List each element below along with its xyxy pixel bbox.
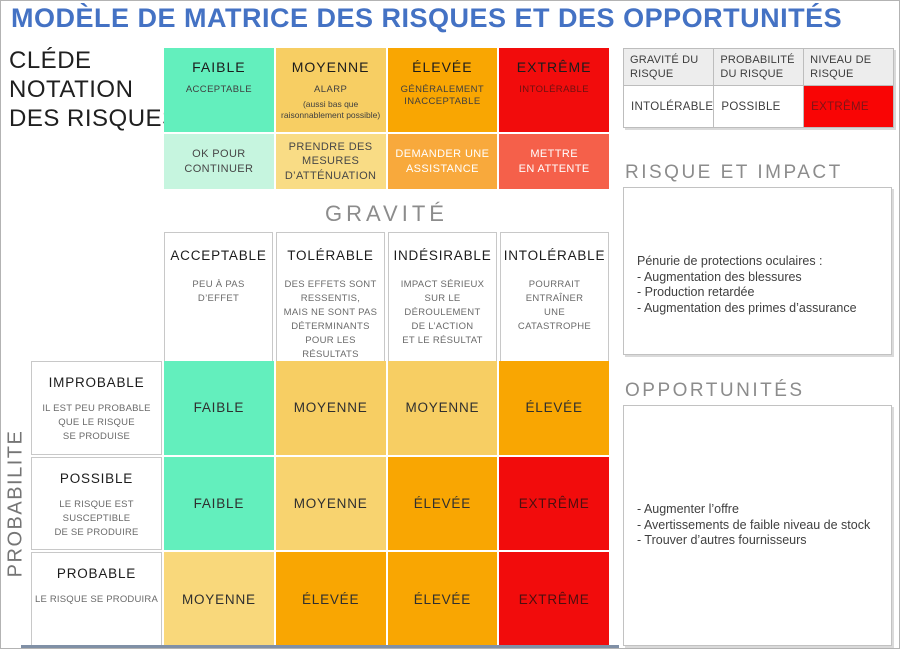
opportunity-item: - Augmenter l’offre: [637, 502, 739, 516]
severity-desc: DES EFFETS SONT RESSENTIS, MAIS NE SONT …: [283, 279, 378, 360]
summary-value-gravite[interactable]: INTOLÉRABLE: [624, 86, 714, 127]
severity-desc: POURRAIT ENTRAÎNER UNE CATASTROPHE: [517, 279, 592, 332]
legend-action-elevee: DEMANDER UNE ASSISTANCE: [387, 134, 498, 189]
legend-level-extreme: EXTRÊME INTOLÉRABLE: [499, 48, 609, 132]
risk-key-heading: CLÉDE NOTATION DES RISQUES: [9, 47, 179, 132]
probability-row-title: POSSIBLE: [59, 470, 134, 486]
legend-level-note: (aussi bas que raisonnablement possible): [281, 99, 381, 120]
footer-accent-bar: [21, 645, 619, 648]
opportunities-heading: OPPORTUNITÉS: [625, 380, 805, 401]
probability-axis-label: PROBABILITE: [4, 429, 27, 578]
risk-impact-box[interactable]: Pénurie de protections oculaires : - Aug…: [623, 187, 892, 355]
matrix-cell-r1c2: MOYENNE: [275, 361, 386, 455]
severity-title: ACCEPTABLE: [170, 248, 267, 263]
risk-matrix: IMPROBABLE IL EST PEU PROBABLE QUE LE RI…: [31, 361, 609, 646]
legend-level-name: MOYENNE: [291, 59, 370, 75]
summary-header-gravite: GRAVITÉ DU RISQUE: [624, 49, 714, 85]
matrix-cell-r2c2: MOYENNE: [275, 456, 386, 551]
matrix-cell-r2c3: ÉLEVÉE: [387, 456, 498, 551]
severity-header-tolerable: TOLÉRABLE DES EFFETS SONT RESSENTIS, MAI…: [276, 232, 385, 363]
probability-axis: PROBABILITE: [1, 361, 31, 646]
opportunity-item: - Avertissements de faible niveau de sto…: [637, 517, 871, 532]
matrix-cell-r1c3: MOYENNE: [387, 361, 498, 455]
legend-action-moyenne: PRENDRE DES MESURES D’ATTÉNUATION: [275, 134, 386, 189]
probability-row-improbable: IMPROBABLE IL EST PEU PROBABLE QUE LE RI…: [31, 361, 162, 455]
legend-level-moyenne: MOYENNE ALARP (aussi bas que raisonnable…: [275, 48, 386, 132]
legend-level-desc: INTOLÉRABLE: [519, 84, 589, 95]
risk-impact-heading: RISQUE ET IMPACT: [625, 162, 843, 183]
matrix-cell-r2c4: EXTRÊME: [499, 456, 609, 551]
severity-header-indesirable: INDÉSIRABLE IMPACT SÉRIEUX SUR LE DÉROUL…: [388, 232, 497, 363]
probability-row-possible: POSSIBLE LE RISQUE EST SUSCEPTIBLE DE SE…: [31, 456, 162, 551]
risk-impact-item: - Augmentation des primes d’assurance: [637, 300, 857, 315]
legend-level-desc: GÉNÉRALEMENT INACCEPTABLE: [400, 84, 485, 107]
matrix-cell-r3c2: ÉLEVÉE: [275, 552, 386, 646]
legend-level-faible: FAIBLE ACCEPTABLE: [164, 48, 274, 132]
severity-desc: PEU À PAS D’EFFET: [192, 279, 245, 304]
severity-desc: IMPACT SÉRIEUX SUR LE DÉROULEMENT DE L’A…: [400, 279, 485, 346]
severity-title: INDÉSIRABLE: [393, 248, 492, 263]
gravity-axis-label: GRAVITÉ: [325, 201, 448, 226]
opportunity-item: - Trouver d’autres fournisseurs: [637, 533, 807, 547]
severity-header-row: ACCEPTABLE PEU À PAS D’EFFET TOLÉRABLE D…: [164, 232, 609, 363]
legend-level-name: ÉLEVÉE: [412, 59, 473, 75]
probability-row-desc: LE RISQUE SE PRODUIRA: [35, 594, 158, 606]
page-title: MODÈLE DE MATRICE DES RISQUES ET DES OPP…: [11, 3, 843, 33]
probability-row-title: IMPROBABLE: [48, 375, 145, 390]
probability-row-desc: IL EST PEU PROBABLE QUE LE RISQUE SE PRO…: [42, 403, 151, 442]
summary-value-niveau[interactable]: EXTRÊME: [804, 86, 893, 127]
legend-level-desc: ACCEPTABLE: [185, 84, 252, 95]
probability-row-title: PROBABLE: [56, 566, 137, 582]
risk-impact-intro: Pénurie de protections oculaires :: [637, 254, 823, 268]
severity-title: TOLÉRABLE: [287, 248, 374, 263]
matrix-cell-r1c4: ÉLEVÉE: [499, 361, 609, 455]
matrix-cell-r3c3: ÉLEVÉE: [387, 552, 498, 646]
risk-key-legend: FAIBLE ACCEPTABLE MOYENNE ALARP (aussi b…: [164, 48, 609, 189]
matrix-cell-r3c4: EXTRÊME: [499, 552, 609, 646]
severity-header-intolerable: INTOLÉRABLE POURRAIT ENTRAÎNER UNE CATAS…: [500, 232, 609, 363]
legend-action-extreme: METTRE EN ATTENTE: [499, 134, 609, 189]
summary-header-niveau: NIVEAU DE RISQUE: [804, 49, 893, 85]
matrix-cell-r1c1: FAIBLE: [164, 361, 274, 455]
opportunities-box[interactable]: - Augmenter l’offre - Avertissements de …: [623, 405, 892, 646]
legend-level-name: EXTRÊME: [516, 59, 592, 75]
risk-summary-table: GRAVITÉ DU RISQUE PROBABILITÉ DU RISQUE …: [623, 48, 894, 128]
summary-value-probabilite[interactable]: POSSIBLE: [714, 86, 804, 127]
probability-row-probable: PROBABLE LE RISQUE SE PRODUIRA: [31, 552, 162, 646]
legend-level-elevee: ÉLEVÉE GÉNÉRALEMENT INACCEPTABLE: [387, 48, 498, 132]
matrix-cell-r3c1: MOYENNE: [164, 552, 274, 646]
probability-row-desc: LE RISQUE EST SUSCEPTIBLE DE SE PRODUIRE: [54, 498, 139, 538]
summary-header-probabilite: PROBABILITÉ DU RISQUE: [714, 49, 804, 85]
legend-level-name: FAIBLE: [192, 59, 246, 75]
severity-header-acceptable: ACCEPTABLE PEU À PAS D’EFFET: [164, 232, 273, 363]
matrix-cell-r2c1: FAIBLE: [164, 456, 274, 551]
legend-action-faible: OK POUR CONTINUER: [164, 134, 274, 189]
risk-impact-item: - Augmentation des blessures: [637, 269, 802, 284]
risk-impact-item: - Production retardée: [637, 285, 755, 299]
severity-title: INTOLÉRABLE: [503, 248, 606, 263]
legend-level-desc: ALARP: [314, 84, 348, 95]
